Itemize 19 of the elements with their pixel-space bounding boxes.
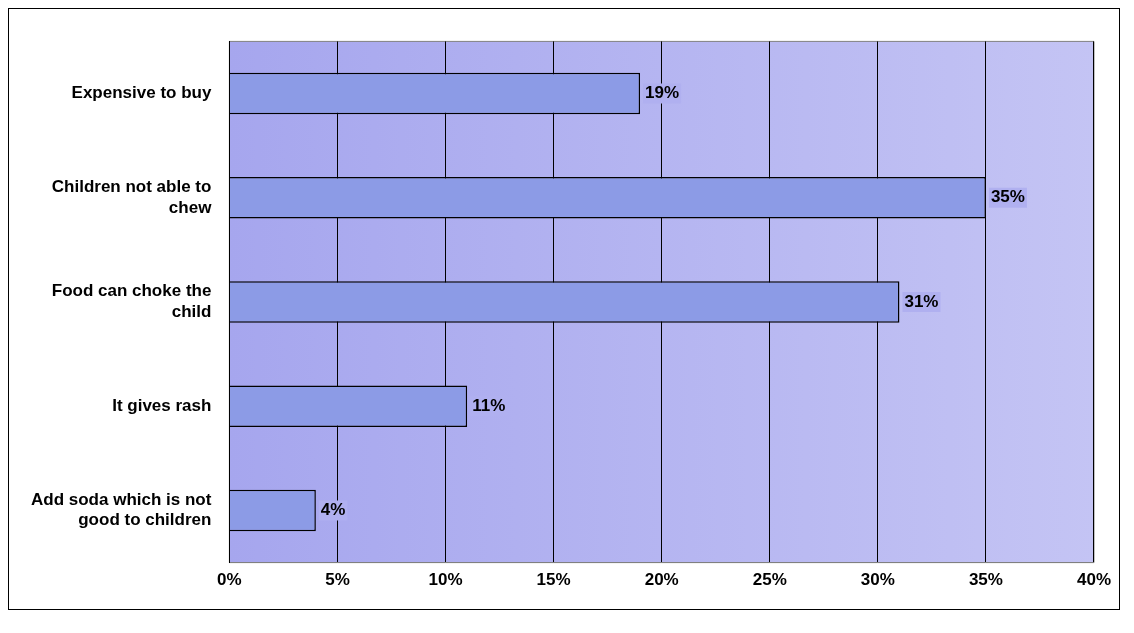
- data-label: 11%: [472, 395, 506, 415]
- y-tick-label: Expensive to buy: [71, 83, 212, 103]
- x-tick-label: 25%: [752, 570, 787, 590]
- x-tick-label: 40%: [1076, 570, 1111, 590]
- x-tick-label: 15%: [536, 570, 571, 590]
- y-tick-label: Food can choke the child: [51, 281, 212, 321]
- data-label: 31%: [904, 291, 939, 311]
- x-tick-label: 20%: [644, 570, 679, 590]
- x-tick-label: 35%: [968, 570, 1003, 590]
- x-tick-label: 10%: [428, 570, 463, 590]
- x-tick-label: 30%: [860, 570, 895, 590]
- data-label: 4%: [320, 500, 346, 520]
- y-tick-label: It gives rash: [112, 395, 212, 415]
- x-tick-label: 5%: [325, 570, 350, 590]
- data-label: 19%: [645, 83, 680, 103]
- y-tick-label: Add soda which is not good to children: [30, 489, 212, 530]
- data-label: 35%: [990, 187, 1025, 207]
- y-tick-label: Children not able to chew: [51, 177, 213, 217]
- x-tick-label: 0%: [217, 570, 242, 590]
